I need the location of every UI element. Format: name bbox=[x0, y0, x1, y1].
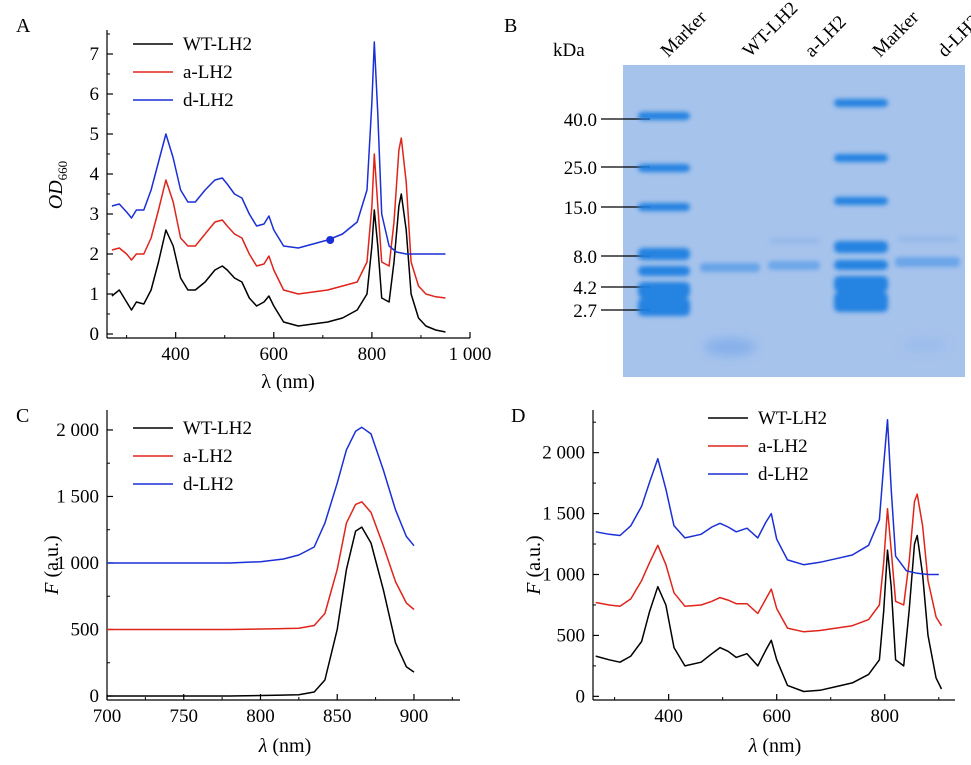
gel-lane-label: d-LH2 bbox=[934, 11, 971, 62]
x-tick-label: 900 bbox=[400, 706, 429, 727]
y-tick-label: 1 500 bbox=[56, 486, 99, 507]
series-line-wt-lh2 bbox=[107, 526, 415, 697]
gel-image bbox=[623, 65, 965, 377]
gel-band-faint bbox=[770, 238, 820, 244]
gel-band-a bbox=[768, 261, 820, 270]
data-point-marker bbox=[326, 236, 335, 244]
legend-label: d-LH2 bbox=[758, 464, 809, 485]
y-axis-label: F (a.u.) bbox=[41, 535, 63, 595]
x-tick-label: 750 bbox=[169, 706, 198, 727]
y-tick-label: 6 bbox=[90, 84, 100, 105]
y-tick-label: 0 bbox=[90, 686, 100, 707]
x-tick-label: 400 bbox=[654, 706, 683, 727]
y-axis-label: F (a.u.) bbox=[523, 535, 545, 595]
y-tick-label: 500 bbox=[557, 625, 586, 646]
legend-label: d-LH2 bbox=[183, 90, 234, 111]
gel-smear bbox=[903, 338, 947, 352]
series-line-a-lh2 bbox=[595, 493, 943, 633]
gel-band bbox=[638, 164, 690, 172]
gel-band bbox=[834, 241, 888, 253]
chart-panel-c: 700 750 800 850 900 0 500 1 000 1 500 2 000 λ (nm)… bbox=[41, 410, 460, 757]
y-axis-label: OD660 bbox=[45, 161, 70, 209]
x-tick-label: 1 000 bbox=[449, 344, 492, 365]
series-line-d-lh2 bbox=[107, 426, 415, 564]
gel-lane-label: Marker bbox=[869, 7, 924, 62]
y-tick-label: 3 bbox=[90, 204, 100, 225]
panel-letter-a: A bbox=[16, 15, 31, 37]
series-line-a-lh2 bbox=[111, 137, 446, 299]
gel-marker-label: 2.7 bbox=[573, 301, 597, 322]
gel-band bbox=[834, 154, 888, 162]
gel-marker-label: 15.0 bbox=[564, 198, 597, 219]
gel-lane-label: WT-LH2 bbox=[739, 0, 803, 62]
panel-letter-b: B bbox=[504, 15, 517, 37]
panel-letter-d: D bbox=[511, 405, 525, 427]
x-axis-label: λ (nm) bbox=[258, 735, 312, 757]
panel-letter-c: C bbox=[16, 405, 29, 427]
gel-marker-label: 8.0 bbox=[573, 247, 597, 268]
y-tick-label: 0 bbox=[90, 324, 100, 345]
series-line-d-lh2 bbox=[595, 418, 939, 576]
gel-lane-label: Marker bbox=[657, 7, 712, 62]
series-line-d-lh2 bbox=[111, 41, 446, 255]
legend-label: WT-LH2 bbox=[758, 408, 827, 429]
y-tick-label: 7 bbox=[90, 44, 100, 65]
y-tick-label: 0 bbox=[576, 686, 586, 707]
gel-band bbox=[834, 260, 888, 270]
gel-band bbox=[638, 248, 690, 260]
x-tick-label: 400 bbox=[161, 344, 190, 365]
x-tick-label: 700 bbox=[93, 706, 122, 727]
gel-band bbox=[638, 282, 690, 298]
series-line-wt-lh2 bbox=[595, 534, 943, 693]
gel-band bbox=[834, 197, 888, 205]
legend-label: a-LH2 bbox=[183, 62, 233, 83]
gel-marker-label: 4.2 bbox=[573, 278, 597, 299]
series-line-wt-lh2 bbox=[111, 193, 446, 333]
gel-band-d bbox=[895, 257, 960, 267]
legend-label: d-LH2 bbox=[183, 474, 234, 495]
y-tick-label: 1 500 bbox=[542, 504, 585, 525]
x-tick-label: 850 bbox=[323, 706, 352, 727]
y-tick-label: 2 bbox=[90, 244, 100, 265]
chart-panel-d: 400 600 800 0 500 1 000 1 500 2 000 λ (nm) F (a.u… bbox=[523, 408, 955, 757]
gel-band bbox=[834, 276, 888, 292]
gel-unit-label: kDa bbox=[553, 40, 585, 61]
x-axis-label: λ (nm) bbox=[261, 371, 315, 393]
gel-band bbox=[638, 266, 690, 276]
x-tick-label: 800 bbox=[246, 706, 275, 727]
y-tick-label: 2 000 bbox=[56, 420, 99, 441]
legend-label: WT-LH2 bbox=[183, 418, 252, 439]
y-tick-label: 1 000 bbox=[56, 553, 99, 574]
y-tick-label: 500 bbox=[71, 619, 100, 640]
chart-panel-a: 400 600 800 1 000 0 1 2 3 4 5 6 7 λ (nm) OD660 WT-LH2 a… bbox=[45, 30, 491, 393]
gel-band bbox=[638, 112, 690, 120]
x-tick-label: 800 bbox=[871, 706, 900, 727]
gel-lane-label: a-LH2 bbox=[801, 12, 851, 62]
gel-marker-label: 25.0 bbox=[564, 158, 597, 179]
series-line-a-lh2 bbox=[107, 501, 415, 631]
legend-label: a-LH2 bbox=[183, 446, 233, 467]
legend-label: a-LH2 bbox=[758, 436, 808, 457]
x-axis-label: λ (nm) bbox=[748, 735, 802, 757]
y-tick-label: 1 bbox=[90, 284, 100, 305]
gel-band bbox=[638, 203, 690, 211]
gel-band-faint bbox=[898, 236, 958, 242]
y-tick-label: 4 bbox=[90, 164, 100, 185]
gel-band bbox=[834, 292, 888, 312]
gel-smear bbox=[704, 338, 756, 356]
legend-label: WT-LH2 bbox=[183, 34, 252, 55]
y-tick-label: 1 000 bbox=[542, 564, 585, 585]
y-tick-label: 2 000 bbox=[542, 443, 585, 464]
x-tick-label: 600 bbox=[762, 706, 791, 727]
x-tick-label: 800 bbox=[358, 344, 387, 365]
gel-band bbox=[638, 298, 690, 316]
gel-band bbox=[834, 99, 888, 107]
y-tick-label: 5 bbox=[90, 124, 100, 145]
gel-marker-label: 40.0 bbox=[564, 110, 597, 131]
gel-band-wt bbox=[700, 263, 760, 272]
x-tick-label: 600 bbox=[260, 344, 289, 365]
